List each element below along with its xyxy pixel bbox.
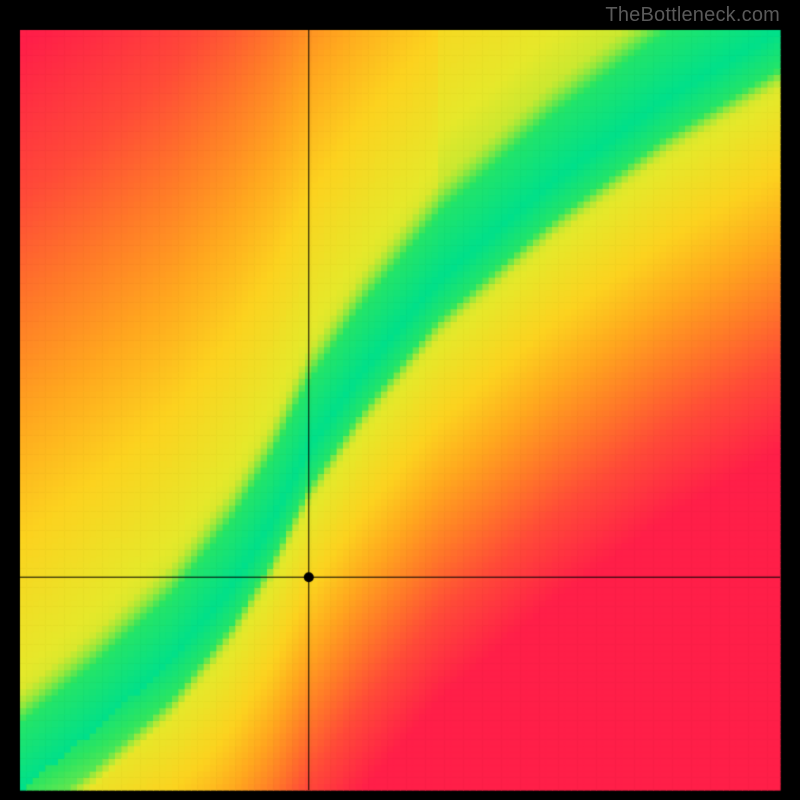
watermark-text: TheBottleneck.com [605, 4, 780, 27]
bottleneck-heatmap [0, 0, 800, 800]
chart-container: TheBottleneck.com [0, 0, 800, 800]
